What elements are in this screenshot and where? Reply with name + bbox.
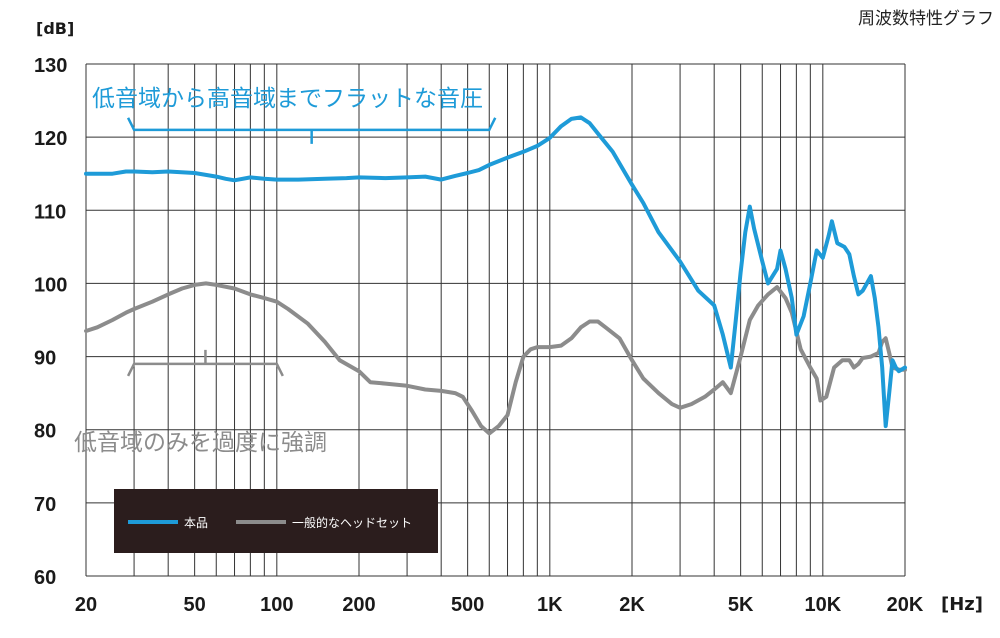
x-tick-label: 20	[75, 594, 97, 616]
x-tick-label: 500	[451, 594, 484, 616]
x-tick-label: 10K	[804, 594, 841, 616]
y-tick-label: 120	[34, 128, 67, 150]
x-tick-label: 20K	[887, 594, 924, 616]
y-tick-label: 130	[34, 55, 67, 77]
x-tick-label: 200	[342, 594, 375, 616]
x-unit-label: [Hz]	[941, 594, 983, 615]
annotation-bracket-bass	[126, 349, 284, 377]
y-tick-label: 110	[34, 201, 66, 223]
y-tick-label: 70	[34, 494, 56, 516]
series-lines	[84, 115, 907, 436]
annotation-bass-text: 低音域のみを過度に強調	[74, 430, 327, 456]
annotation-bass: 低音域のみを過度に強調	[74, 349, 327, 456]
x-tick-label: 100	[260, 594, 293, 616]
annotation-flat: 低音域から高音域までフラットな音圧	[92, 86, 497, 144]
x-tick-label: 2K	[619, 594, 645, 616]
legend-label-series-1: 本品	[184, 516, 208, 530]
x-tick-label: 5K	[728, 594, 754, 616]
annotation-bracket-flat	[126, 117, 497, 144]
series-line-product	[84, 115, 907, 429]
x-tick-label: 1K	[537, 594, 563, 616]
legend-label-series-2: 一般的なヘッドセット	[292, 515, 412, 530]
y-tick-label: 100	[34, 274, 67, 296]
legend: 本品 一般的なヘッドセット	[114, 489, 438, 553]
y-unit-label: [dB]	[36, 19, 74, 38]
annotation-flat-text: 低音域から高音域までフラットな音圧	[92, 86, 483, 112]
y-tick-label: 80	[34, 421, 56, 443]
y-tick-labels: 60 70 80 90 100 110 120 130	[34, 55, 67, 589]
x-tick-labels: 20 50 100 200 500 1K 2K 5K 10K 20K	[75, 594, 924, 616]
y-tick-label: 60	[34, 567, 56, 589]
x-tick-label: 50	[184, 594, 206, 616]
chart-title: 周波数特性グラフ	[858, 9, 994, 29]
y-tick-label: 90	[34, 348, 56, 370]
series-line-generic-headset	[84, 281, 907, 436]
